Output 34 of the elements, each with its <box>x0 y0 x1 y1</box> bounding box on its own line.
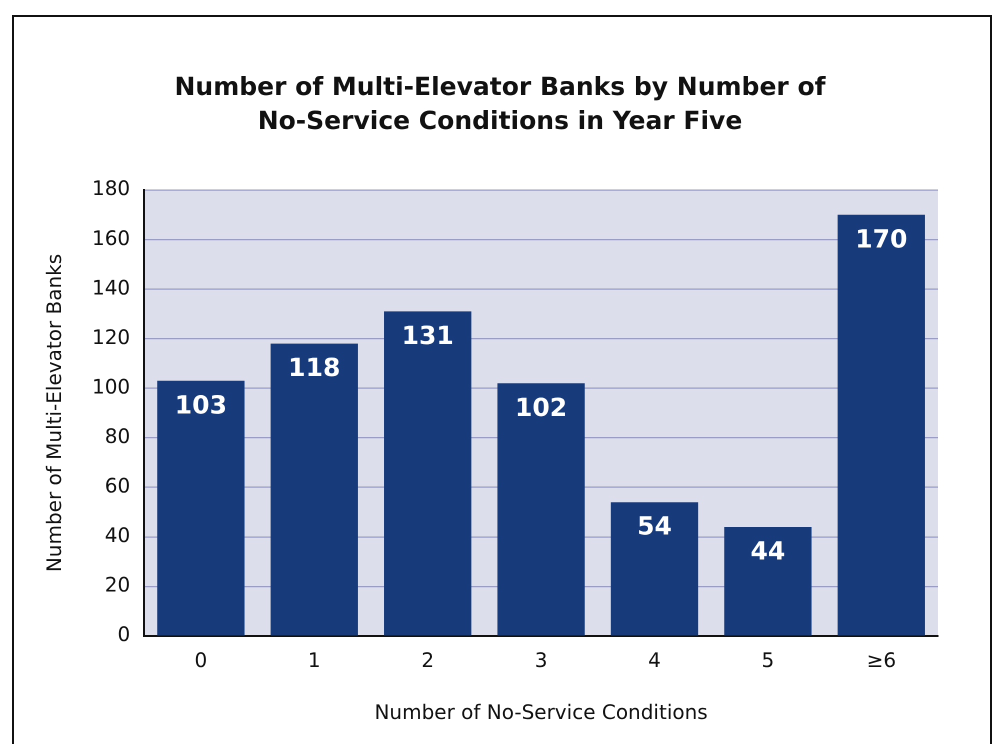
data-label: 102 <box>514 392 568 422</box>
bar <box>610 502 698 636</box>
data-label: 54 <box>637 512 672 541</box>
y-tick-label: 100 <box>92 374 130 398</box>
data-label: 118 <box>288 353 340 382</box>
x-tick-label: 0 <box>194 648 208 672</box>
y-tick-label: 120 <box>92 324 130 349</box>
y-tick-label: 0 <box>117 622 130 646</box>
bar <box>384 311 472 636</box>
x-tick-label: 1 <box>308 648 321 672</box>
x-axis-title: Number of No-Service Conditions <box>374 700 708 724</box>
chart-title: Number of Multi-Elevator Banks by Number of No-Service Conditions in Year Five <box>173 71 827 137</box>
data-label: 170 <box>855 224 908 254</box>
bar <box>157 380 245 636</box>
bar <box>497 383 585 636</box>
data-label: 103 <box>174 390 227 420</box>
y-tick-label: 80 <box>104 424 130 448</box>
x-tick-label: 4 <box>648 648 661 672</box>
bar <box>724 526 812 636</box>
data-label: 131 <box>402 320 454 350</box>
y-axis-title: Number of Multi-Elevator Banks <box>42 254 66 572</box>
x-tick-label: 3 <box>534 648 548 672</box>
data-label: 44 <box>750 536 786 566</box>
x-tick-label: 5 <box>762 648 774 672</box>
x-tick-label: ≥6 <box>866 648 896 672</box>
y-tick-label: 140 <box>92 275 130 300</box>
x-tick-label: 2 <box>421 648 434 672</box>
bar <box>838 214 925 636</box>
bar <box>270 344 358 636</box>
y-tick-label: 160 <box>92 226 130 250</box>
y-tick-label: 20 <box>104 572 130 597</box>
y-tick-label: 60 <box>104 474 130 498</box>
y-tick-label: 180 <box>92 176 130 200</box>
y-tick-label: 40 <box>104 523 130 548</box>
